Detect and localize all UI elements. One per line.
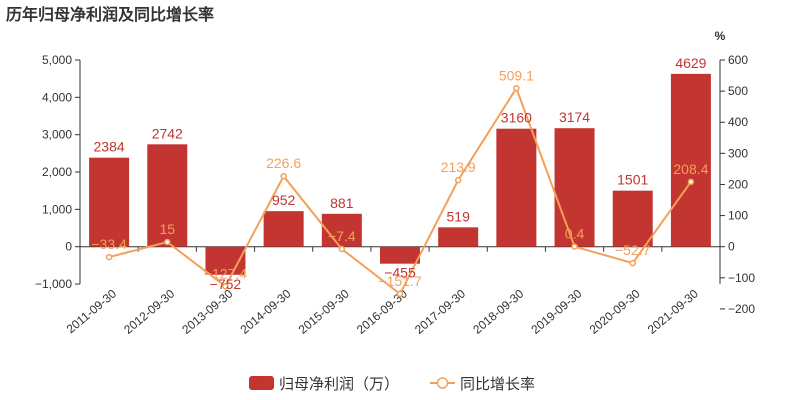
- bar-value-label: 881: [330, 195, 354, 211]
- y-right-tick-label: −200: [728, 302, 755, 316]
- x-tick-label: 2017-09-30: [412, 286, 468, 336]
- bar: [496, 128, 537, 247]
- line-value-label: −127.4: [204, 265, 247, 281]
- line-series: [105, 85, 695, 298]
- y-right-tick-label: 600: [728, 53, 748, 67]
- bar-value-label: 3160: [501, 110, 532, 126]
- bar-value-label: 4629: [675, 55, 706, 71]
- bar-series: [89, 73, 711, 275]
- line-point: [164, 238, 171, 246]
- bar: [321, 213, 362, 247]
- bar-value-label: −455: [384, 265, 416, 281]
- bar: [612, 190, 653, 247]
- x-tick-label: 2015-09-30: [296, 286, 352, 336]
- bar: [89, 157, 130, 247]
- line-value-label: −52.7: [615, 242, 651, 258]
- line-point: [338, 245, 346, 253]
- y-left-tick-label: 3,000: [42, 128, 72, 142]
- line-point: [454, 176, 462, 184]
- y-right-axis-name: %: [715, 29, 726, 43]
- y-left-tick-label: 2,000: [42, 165, 72, 179]
- line-value-label: 213.9: [441, 159, 476, 175]
- bar: [380, 246, 420, 264]
- x-tick-label: 2021-09-30: [645, 286, 701, 336]
- x-tick-label: 2013-09-30: [179, 286, 235, 336]
- y-right-tick-label: 300: [728, 146, 748, 160]
- y-left-tick-label: 5,000: [42, 53, 72, 67]
- y-left-tick-label: 4,000: [42, 90, 72, 104]
- y-right-tick-label: 0: [728, 240, 735, 254]
- line-value-label: −151.7: [378, 273, 421, 289]
- bar-value-label: 2384: [94, 139, 125, 155]
- y-right-tick-label: 200: [728, 177, 748, 191]
- legend-line-label: 同比增长率: [460, 375, 535, 393]
- line-value-label: −7.4: [328, 228, 356, 244]
- y-right-tick-label: 400: [728, 115, 748, 129]
- y-left-tick-label: −1,000: [35, 277, 72, 291]
- y-right-tick-label: 500: [728, 84, 748, 98]
- legend-bar-label: 归母净利润（万）: [279, 375, 399, 393]
- line-point: [629, 259, 636, 267]
- bar-value-label: 1501: [617, 172, 648, 188]
- line-value-label: 15: [159, 221, 175, 237]
- legend[interactable]: 归母净利润（万） 同比增长率: [249, 375, 535, 393]
- y-right-tick-label: −100: [728, 271, 755, 285]
- legend-line-marker: [436, 377, 449, 389]
- line-value-label: −33.4: [91, 236, 127, 252]
- x-tick-label: 2012-09-30: [121, 286, 177, 336]
- x-tick-label: 2020-09-30: [587, 286, 643, 336]
- line-value-label: 226.6: [266, 155, 301, 171]
- y-left-tick-label: 1,000: [42, 202, 72, 216]
- bar-value-label: 3174: [559, 109, 590, 125]
- line-value-label: 509.1: [499, 67, 534, 83]
- line-point: [280, 172, 287, 180]
- bar: [438, 227, 479, 247]
- bar-value-label: −752: [210, 276, 242, 292]
- bar-value-label: 2742: [152, 125, 183, 141]
- line-value-label: 0.4: [565, 226, 585, 242]
- bar-value-label: 519: [447, 208, 471, 224]
- line-point: [222, 283, 229, 290]
- line-point: [396, 290, 404, 298]
- bar: [147, 144, 188, 247]
- legend-bar-swatch: [249, 376, 274, 390]
- x-tick-label: 2018-09-30: [470, 286, 526, 336]
- bar: [670, 73, 711, 247]
- bar: [263, 211, 304, 247]
- line-value-label: 208.4: [673, 161, 708, 177]
- line-point: [513, 85, 520, 92]
- line-point: [687, 178, 695, 186]
- x-tick-label: 2019-09-30: [528, 286, 584, 336]
- y-left-tick-label: 0: [65, 240, 72, 254]
- line-point: [105, 253, 113, 261]
- chart-title: 历年归母净利润及同比增长率: [6, 5, 214, 24]
- line-point: [571, 243, 578, 250]
- x-tick-label: 2014-09-30: [238, 286, 294, 336]
- y-right-tick-label: 100: [728, 209, 748, 223]
- data-labels: 2384 2742 −752 952 881 −455 519 3160 3174 1501 462…: [91, 55, 708, 292]
- x-tick-label: 2011-09-30: [64, 286, 120, 336]
- bar: [554, 128, 595, 247]
- bar-value-label: 952: [272, 192, 296, 208]
